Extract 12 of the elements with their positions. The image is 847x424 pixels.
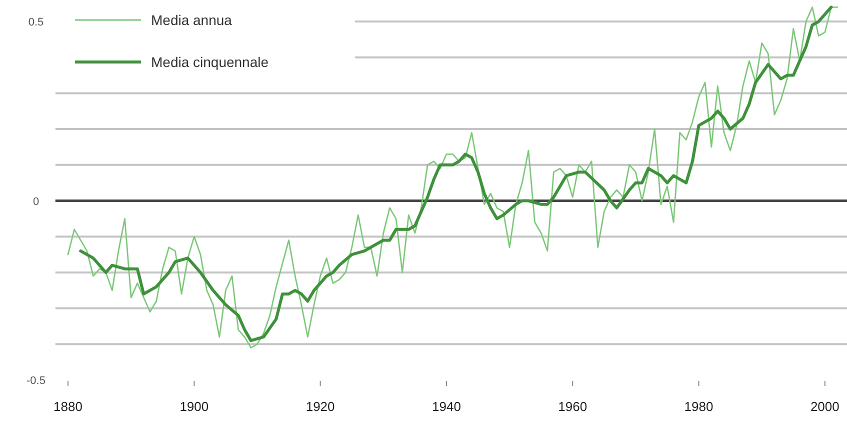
x-tick-label: 1960 bbox=[558, 399, 588, 414]
legend-label: Media annua bbox=[151, 12, 232, 28]
x-tick-label: 2000 bbox=[810, 399, 840, 414]
x-tick-label: 1940 bbox=[432, 399, 461, 414]
y-tick-label: 0 bbox=[32, 196, 40, 208]
x-tick-label: 1900 bbox=[180, 399, 209, 414]
legend-label: Media cinquennale bbox=[151, 54, 269, 70]
x-tick-label: 1880 bbox=[54, 399, 82, 414]
y-tick-label: -0.5 bbox=[26, 375, 46, 387]
x-tick-label: 1980 bbox=[684, 399, 714, 414]
x-tick-label: 1920 bbox=[306, 399, 335, 414]
y-tick-label: 0.5 bbox=[28, 16, 44, 29]
